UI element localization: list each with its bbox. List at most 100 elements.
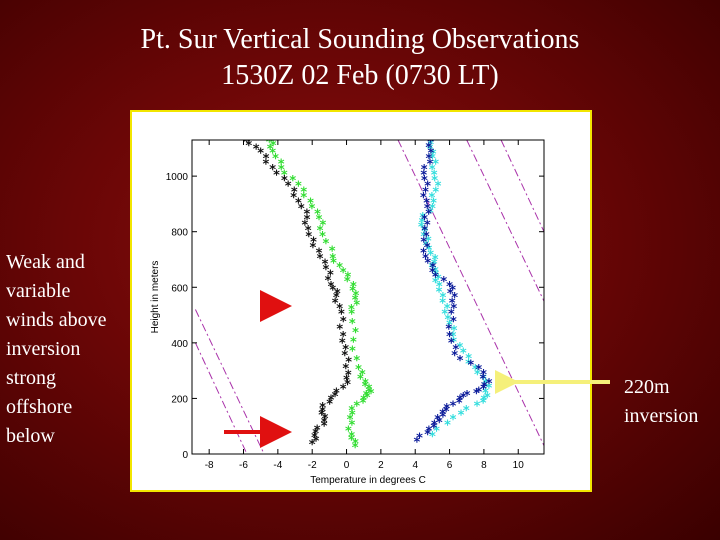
data-point: * <box>450 330 457 345</box>
data-point: * <box>263 158 270 173</box>
data-point: * <box>305 224 312 239</box>
data-point: * <box>419 216 426 231</box>
data-point: * <box>289 174 296 189</box>
x-tick-label: 2 <box>378 460 384 471</box>
data-point: * <box>349 419 356 434</box>
data-point: * <box>420 169 427 184</box>
data-point: * <box>341 349 348 364</box>
chart-frame: * * * * * * * * * * * * * * * * * * * * * * * * * * * * * * * * * * * * * * * *… <box>130 110 592 492</box>
data-point: * <box>425 208 432 223</box>
data-point: * <box>421 213 428 228</box>
data-point: * <box>449 283 456 298</box>
data-point: * <box>332 296 339 311</box>
data-point: * <box>312 427 319 442</box>
data-point: * <box>450 399 457 414</box>
data-point: * <box>446 330 453 345</box>
data-point: * <box>421 224 428 239</box>
data-point: * <box>446 319 453 334</box>
data-point: * <box>475 363 482 378</box>
data-point: * <box>347 413 354 428</box>
x-tick-label: -2 <box>308 460 317 471</box>
data-point: * <box>450 413 457 428</box>
reference-line <box>500 140 544 232</box>
data-point: * <box>436 285 443 300</box>
x-tick-label: 8 <box>481 460 487 471</box>
y-tick-label: 200 <box>171 394 188 405</box>
data-point: * <box>340 330 347 345</box>
series-3: ** ********** * **** ***********************… <box>414 140 493 450</box>
plot-area <box>191 139 545 455</box>
data-point: * <box>344 378 351 393</box>
data-point: * <box>360 394 367 409</box>
data-point: * <box>424 428 431 443</box>
data-point: * <box>278 158 285 173</box>
data-point: * <box>269 146 276 161</box>
data-point: * <box>362 377 369 392</box>
data-point: * <box>313 434 320 449</box>
right-annotation-line: inversion <box>624 405 699 427</box>
data-point: * <box>431 258 438 273</box>
data-point: * <box>432 158 439 173</box>
x-axis-label: Temperature in degrees C <box>310 475 426 486</box>
data-point: * <box>435 272 442 287</box>
data-point: * <box>429 430 436 445</box>
data-point: * <box>429 163 436 178</box>
left-annotation: Weak and variable winds above inversion … <box>6 248 131 451</box>
data-point: * <box>425 141 432 156</box>
data-point: * <box>435 180 442 195</box>
data-point: * <box>290 191 297 206</box>
data-point: * <box>298 202 305 217</box>
data-point: * <box>472 363 479 378</box>
data-point: * <box>426 424 433 439</box>
y-tick-label: 600 <box>171 283 188 294</box>
data-point: * <box>321 416 328 431</box>
data-point: * <box>465 358 472 373</box>
data-point: * <box>432 271 439 286</box>
data-point: * <box>309 202 316 217</box>
data-point: * <box>458 409 465 424</box>
data-point: * <box>424 219 431 234</box>
data-point: * <box>431 419 438 434</box>
data-point: * <box>436 416 443 431</box>
data-point: * <box>421 174 428 189</box>
data-point: * <box>336 302 343 317</box>
data-point: * <box>353 298 360 313</box>
data-point: * <box>278 163 285 178</box>
data-point: * <box>425 234 432 249</box>
data-point: * <box>420 246 427 261</box>
data-point: * <box>448 308 455 323</box>
data-point: * <box>456 394 463 409</box>
data-point: * <box>353 289 360 304</box>
data-point: * <box>480 368 487 383</box>
x-tick-label: 6 <box>447 460 453 471</box>
reference-line <box>466 140 544 302</box>
y-tick-label: 400 <box>171 339 188 350</box>
data-point: * <box>329 245 336 260</box>
data-point: * <box>311 431 318 446</box>
data-point: * <box>474 399 481 414</box>
left-annotation-line: inversion <box>6 338 81 360</box>
data-point: * <box>482 386 489 401</box>
data-point: * <box>444 419 451 434</box>
data-point: * <box>348 308 355 323</box>
data-point: * <box>333 291 340 306</box>
data-point: * <box>273 169 280 184</box>
reference-line <box>194 342 248 454</box>
data-point: * <box>349 284 356 299</box>
data-point: * <box>281 169 288 184</box>
left-annotation-line: variable <box>6 280 71 302</box>
data-point: * <box>304 213 311 228</box>
data-point: * <box>465 352 472 367</box>
x-tick-label: -6 <box>239 460 248 471</box>
data-point: * <box>452 343 459 358</box>
data-point: * <box>295 196 302 211</box>
data-point: * <box>480 396 487 411</box>
data-point: * <box>317 252 324 267</box>
x-tick-label: 0 <box>344 460 350 471</box>
data-point: * <box>467 359 474 374</box>
data-point: * <box>350 335 357 350</box>
data-point: * <box>349 317 356 332</box>
data-point: * <box>353 399 360 414</box>
data-point: * <box>422 252 429 267</box>
axis-ticks: -8 -6 -4 -2 0 2 4 6 8 10 0 200 400 600 800 1000 <box>166 140 544 471</box>
